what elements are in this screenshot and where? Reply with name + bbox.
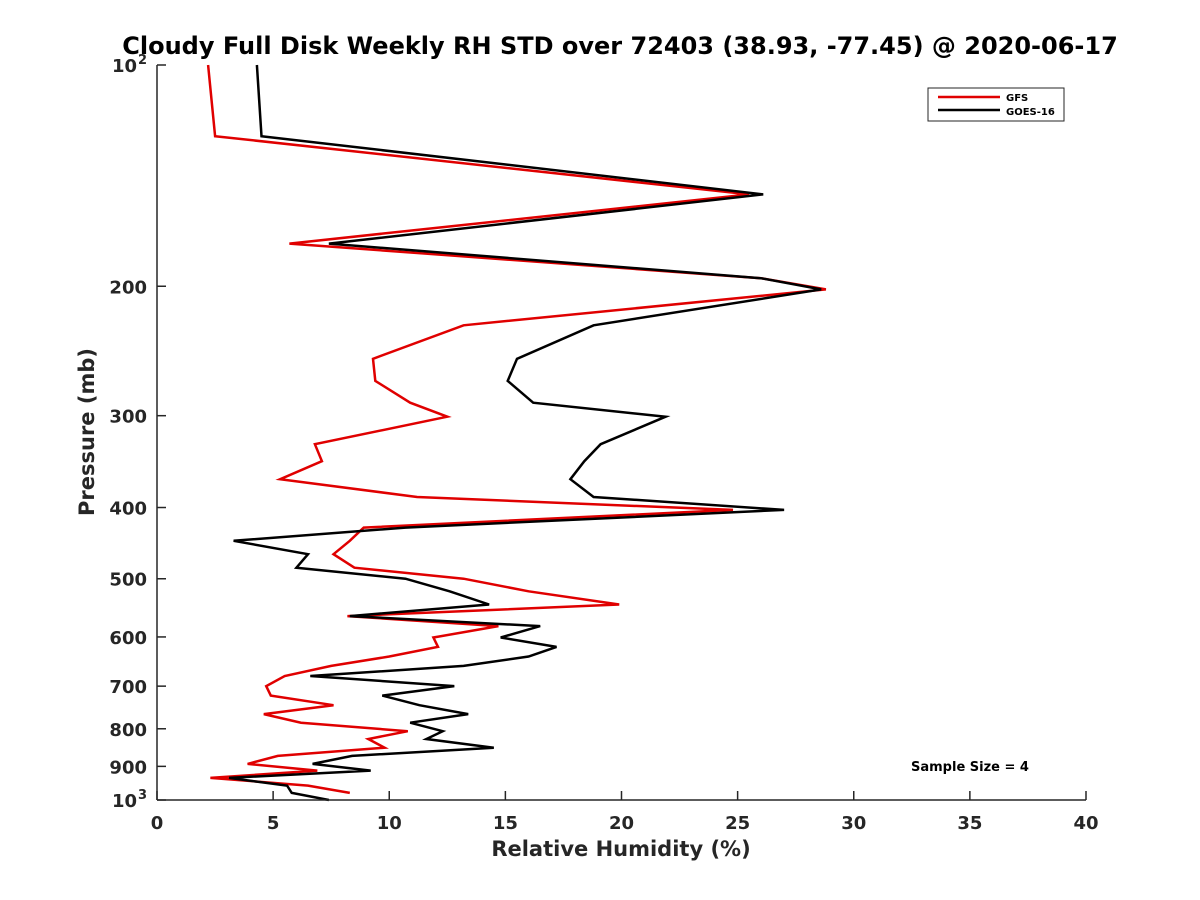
x-axis-ticks: 0 5 10 15 20 25 30 35 40 — [151, 791, 1099, 834]
y-axis-label: Pressure (mb) — [75, 348, 99, 516]
series-line-gfs — [206, 64, 827, 795]
y-tick-exponent: 2 — [138, 53, 147, 68]
y-tick-label: 800 — [109, 720, 147, 741]
y-tick-label: 300 — [109, 407, 147, 428]
legend-label-gfs: GFS — [1006, 93, 1028, 104]
y-tick-label: 500 — [109, 570, 147, 591]
y-tick-label: 10 — [112, 791, 137, 812]
plot-area — [206, 64, 827, 802]
y-tick-label: 400 — [109, 499, 147, 520]
x-tick-label: 5 — [267, 813, 280, 834]
x-tick-label: 25 — [725, 813, 750, 834]
legend-box — [927, 87, 1065, 122]
sample-size-note: Sample Size = 4 — [911, 760, 1029, 775]
x-tick-label: 35 — [957, 813, 982, 834]
y-tick-label: 10 — [112, 56, 137, 77]
y-tick-label: 600 — [109, 628, 147, 649]
y-tick-label: 200 — [109, 277, 147, 298]
series-line-goes16 — [228, 64, 822, 802]
legend-label-goes16: GOES-16 — [1006, 107, 1055, 118]
chart-title: Cloudy Full Disk Weekly RH STD over 7240… — [122, 32, 1118, 60]
x-tick-label: 15 — [493, 813, 518, 834]
y-tick-exponent: 3 — [138, 788, 147, 803]
y-tick-label: 700 — [109, 677, 147, 698]
x-tick-label: 0 — [151, 813, 164, 834]
x-tick-label: 40 — [1073, 813, 1098, 834]
y-tick-label: 900 — [109, 757, 147, 778]
x-tick-label: 10 — [377, 813, 402, 834]
x-tick-label: 30 — [841, 813, 866, 834]
x-tick-label: 20 — [609, 813, 634, 834]
legend: GFS GOES-16 — [927, 87, 1065, 122]
x-axis-label: Relative Humidity (%) — [491, 837, 750, 861]
